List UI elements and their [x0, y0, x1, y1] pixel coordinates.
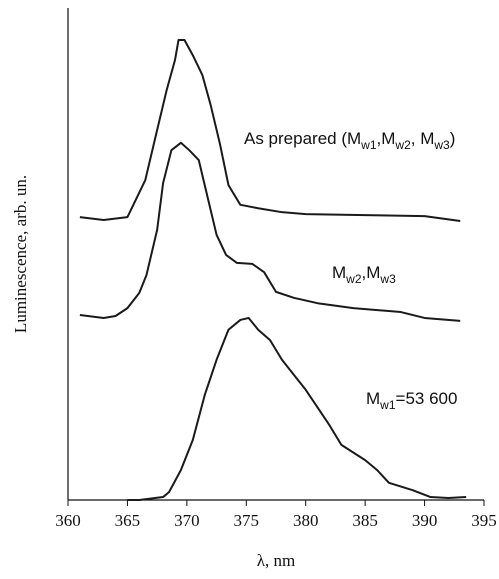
- curve-label: Mw1=53 600: [366, 389, 457, 412]
- curve-label-part: w3: [379, 272, 396, 286]
- curve-label-part: As prepared (M: [244, 129, 361, 148]
- curve-label-part: ,M: [377, 129, 396, 148]
- curve-label-part: , M: [411, 129, 435, 148]
- y-axis-label: Luminescence, arb. un.: [11, 175, 30, 333]
- x-tick-label: 395: [471, 511, 497, 530]
- curve-label-part: w2: [345, 272, 362, 286]
- x-tick-label: 385: [352, 511, 378, 530]
- x-axis-label: λ, nm: [257, 551, 295, 570]
- curve-label-part: M: [332, 263, 346, 282]
- x-tick-label: 375: [234, 511, 260, 530]
- curve-label-part: M: [366, 389, 380, 408]
- curve-label-part: ): [450, 129, 456, 148]
- spectrum-line: [127, 316, 467, 501]
- x-tick-label: 380: [293, 511, 319, 530]
- curve-label-part: =53 600: [396, 389, 458, 408]
- curve-label: As prepared (Mw1,Mw2, Mw3): [244, 129, 455, 152]
- curve-label: Mw2,Mw3: [332, 263, 396, 286]
- curve-label-part: w3: [433, 138, 450, 152]
- curve-label-part: ,M: [362, 263, 381, 282]
- spectrum-line: [79, 38, 461, 223]
- x-tick-label: 360: [55, 511, 81, 530]
- x-tick-label: 365: [115, 511, 141, 530]
- curve-label-part: w1: [360, 138, 377, 152]
- x-tick-label: 370: [174, 511, 200, 530]
- x-tick-label: 390: [412, 511, 438, 530]
- curve-label-part: w1: [379, 398, 396, 412]
- spectrum-line: [79, 141, 461, 322]
- curve-label-part: w2: [394, 138, 411, 152]
